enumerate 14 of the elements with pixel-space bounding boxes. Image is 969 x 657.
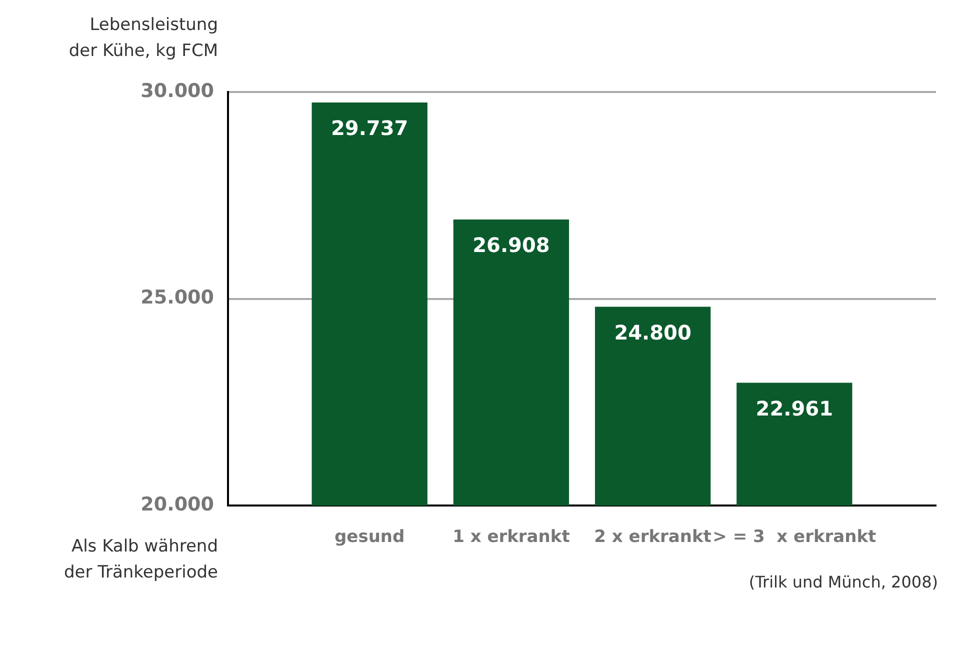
data-label: 26.908 [472, 233, 550, 258]
x-tick-label: > = 3 x erkrankt [712, 527, 876, 548]
data-label: 22.961 [756, 396, 833, 420]
y-axis-title: Lebensleistung der Kühe, kg FCM [68, 15, 218, 61]
data-label: 29.737 [331, 116, 408, 140]
data-label: 24.800 [614, 320, 692, 344]
y-tick-label: 20.000 [140, 494, 214, 516]
text: (Trilk und Münch, 2008) [748, 572, 938, 592]
x-axis-title: Als Kalb während der Tränkeperiode [64, 536, 218, 583]
x-tick-label: 1 x erkrankt [452, 527, 570, 548]
x-tick-label: gesund [334, 527, 405, 548]
x-tick-label: 2 x erkrankt [594, 527, 712, 548]
y-tick-label: 30.000 [140, 80, 214, 102]
y-tick-label: 25.000 [140, 286, 214, 309]
